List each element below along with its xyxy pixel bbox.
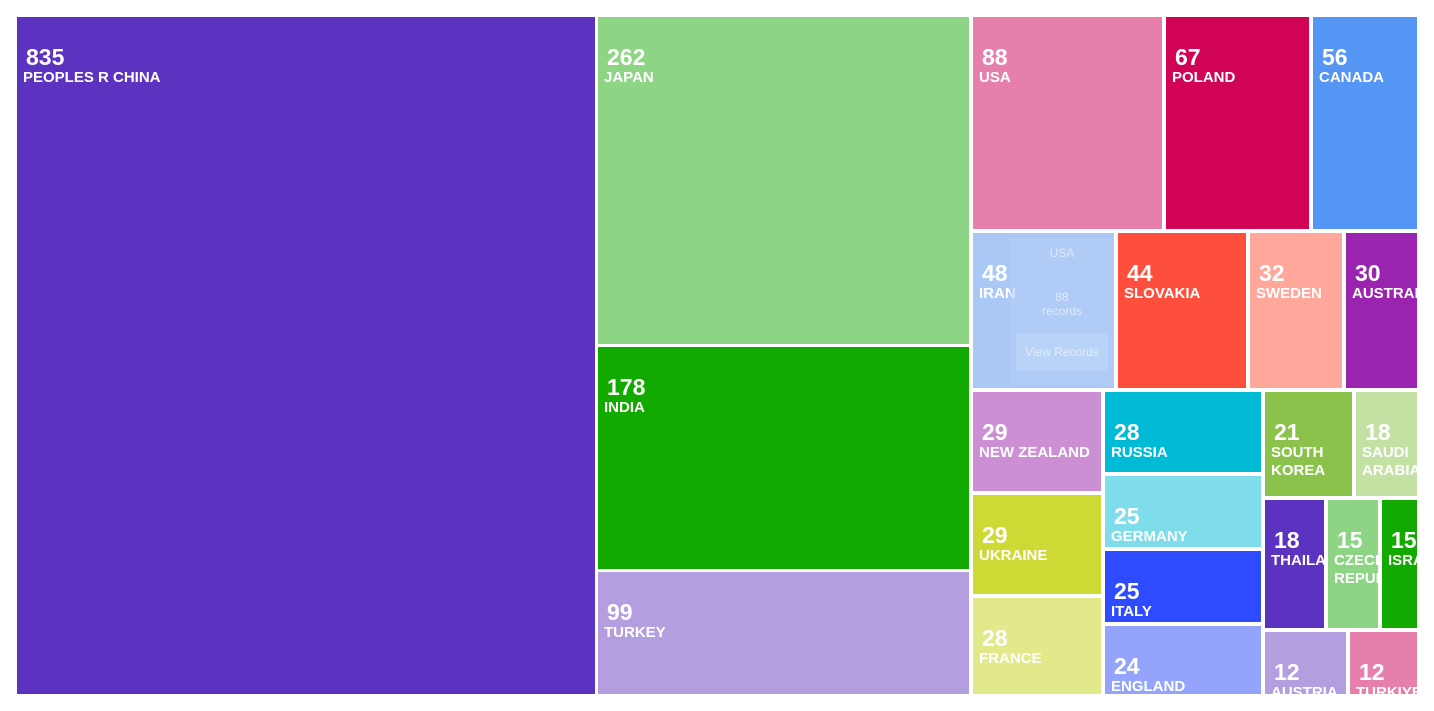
tile-value: 48 (982, 260, 1008, 286)
tile-label: THAILAND (1271, 552, 1324, 569)
tile: 25 GERMANY (1105, 476, 1261, 547)
tile-value: 178 (607, 374, 646, 400)
tile-label: POLAND (1172, 69, 1236, 86)
tile-value: 29 (982, 522, 1008, 548)
tile: 15ISRAEL (1382, 500, 1417, 628)
tile: 44 SLOVAKIA (1118, 233, 1246, 388)
tile-label: UKRAINE (979, 547, 1048, 564)
tile-value: 12 (1274, 659, 1300, 685)
tile-label: AUSTRIA (1271, 684, 1338, 694)
tile-value: 18 (1274, 527, 1300, 553)
tile-label: SLOVAKIA (1124, 285, 1201, 302)
tile-value: 25 (1114, 578, 1140, 604)
tile-label: ISRAEL (1388, 552, 1417, 569)
tile-value: 835 (26, 44, 65, 70)
tile-label: CZECH REPUBLIC (1334, 552, 1378, 587)
tile-label: JAPAN (604, 69, 654, 86)
tile: 99 TURKEY (598, 572, 969, 694)
tile-label: TURKIYE (1356, 684, 1417, 694)
tooltip-button[interactable]: View Records (1016, 334, 1108, 370)
tile-label: NEW ZEALAND (979, 444, 1090, 461)
tooltip-count: 88 (1055, 290, 1069, 304)
tile: 18THAILAND (1265, 500, 1324, 628)
tile-label: SAUDI ARABIA (1362, 444, 1417, 479)
tile-value: 15 (1337, 527, 1363, 553)
tile: 835 PEOPLES R CHINA (17, 17, 595, 694)
tile: 29 UKRAINE (973, 495, 1101, 594)
tile: 24 ENGLAND (1105, 626, 1261, 694)
tile-value: 29 (982, 419, 1008, 445)
tile-label: FRANCE (979, 650, 1042, 667)
tile-value: 56 (1322, 44, 1348, 70)
tile: 88 USA (973, 17, 1162, 229)
tile-value: 44 (1127, 260, 1153, 286)
tile-label: IRAN (979, 285, 1016, 302)
tile-value: 15 (1391, 527, 1417, 553)
tile-label: AUSTRALIA (1352, 285, 1417, 302)
tile-value: 12 (1359, 659, 1385, 685)
tile: 28 FRANCE (973, 598, 1101, 694)
tile-label: SOUTH KOREA (1271, 444, 1326, 479)
tooltip-unit: records (1041, 304, 1082, 318)
tile-value: 28 (982, 625, 1008, 651)
tile-value: 28 (1114, 419, 1140, 445)
tile-value: 25 (1114, 503, 1140, 529)
tile: 262 JAPAN (598, 17, 969, 344)
tile-label: ENGLAND (1111, 678, 1186, 694)
tooltip: USA 88 records View Records (1010, 238, 1114, 385)
tile-label: USA (979, 69, 1011, 86)
tile: 30AUSTRALIA (1346, 233, 1417, 388)
tile: 12 TURKIYE (1350, 632, 1417, 694)
tile: 12 AUSTRIA (1265, 632, 1346, 694)
tile: 18 SAUDI ARABIA (1356, 392, 1417, 496)
tile-label: GERMANY (1111, 528, 1188, 545)
tile-value: 262 (607, 44, 646, 70)
tile-value: 32 (1259, 260, 1285, 286)
tile-label: ITALY (1111, 603, 1152, 620)
tile-value: 24 (1114, 653, 1140, 679)
tile-label: INDIA (604, 399, 645, 416)
tile-label: RUSSIA (1111, 444, 1168, 461)
tile-value: 30 (1355, 260, 1381, 286)
tile-value: 67 (1175, 44, 1201, 70)
tile-value: 88 (982, 44, 1008, 70)
tile-value: 99 (607, 599, 633, 625)
tile: 28 RUSSIA (1105, 392, 1261, 472)
tile: 29 NEW ZEALAND (973, 392, 1101, 491)
tile: 178 INDIA (598, 347, 969, 569)
tile-label: SWEDEN (1256, 285, 1322, 302)
tile-label: PEOPLES R CHINA (23, 69, 161, 86)
tile: 67 POLAND (1166, 17, 1309, 229)
tile: 25 ITALY (1105, 551, 1261, 622)
tile-value: 18 (1365, 419, 1391, 445)
tile: 56 CANADA (1313, 17, 1417, 229)
tile-label: CANADA (1319, 69, 1384, 86)
tile-value: 21 (1274, 419, 1300, 445)
tile: 21 SOUTH KOREA (1265, 392, 1352, 496)
tile: 32 SWEDEN (1250, 233, 1342, 388)
tile: 15CZECH REPUBLIC (1328, 500, 1378, 628)
tooltip-title: USA (1049, 246, 1075, 260)
tile-label: TURKEY (604, 624, 666, 641)
